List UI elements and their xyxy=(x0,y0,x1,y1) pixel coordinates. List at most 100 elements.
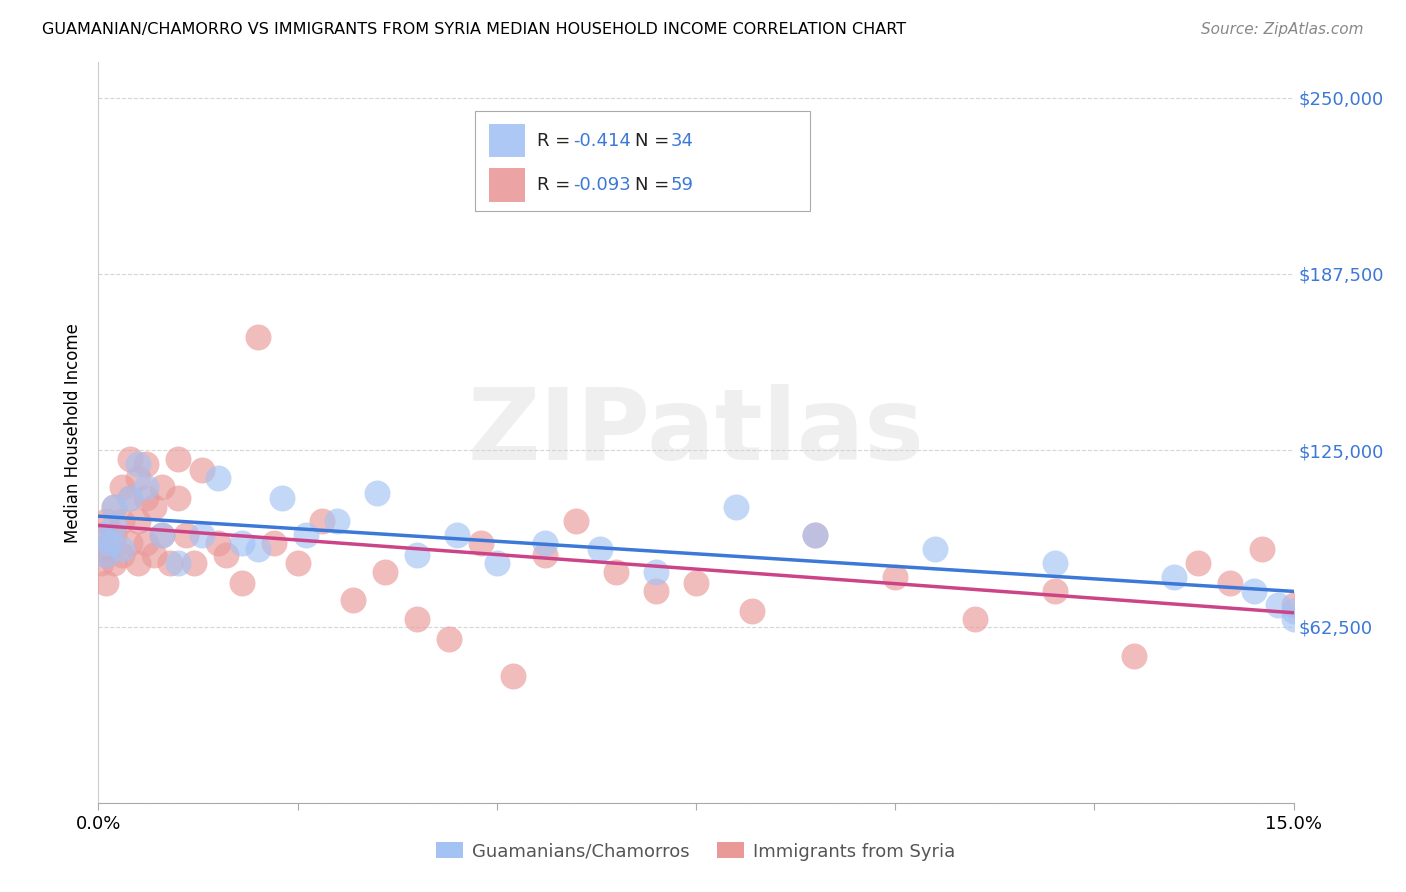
Text: -0.414: -0.414 xyxy=(572,132,631,150)
Point xyxy=(103,500,125,514)
Point xyxy=(135,491,157,506)
Point xyxy=(207,471,229,485)
Point xyxy=(342,592,364,607)
Point xyxy=(159,556,181,570)
Text: R =: R = xyxy=(537,177,576,194)
Point xyxy=(150,480,173,494)
Text: GUAMANIAN/CHAMORRO VS IMMIGRANTS FROM SYRIA MEDIAN HOUSEHOLD INCOME CORRELATION : GUAMANIAN/CHAMORRO VS IMMIGRANTS FROM SY… xyxy=(42,22,907,37)
Point xyxy=(533,548,555,562)
Point xyxy=(111,480,134,494)
Point xyxy=(645,584,668,599)
Point xyxy=(231,575,253,590)
Point xyxy=(207,536,229,550)
Point xyxy=(91,528,114,542)
Text: ZIPatlas: ZIPatlas xyxy=(468,384,924,481)
Point xyxy=(120,536,142,550)
Point xyxy=(589,541,612,556)
Point xyxy=(191,463,214,477)
Point xyxy=(645,565,668,579)
Text: R =: R = xyxy=(537,132,576,150)
Point xyxy=(167,556,190,570)
Point xyxy=(1243,584,1265,599)
Point xyxy=(91,528,114,542)
FancyBboxPatch shape xyxy=(489,169,524,202)
Text: 34: 34 xyxy=(671,132,695,150)
Point xyxy=(924,541,946,556)
Point xyxy=(98,536,122,550)
Point xyxy=(174,528,197,542)
Point xyxy=(1282,599,1305,613)
Point xyxy=(685,575,707,590)
Point xyxy=(963,612,986,626)
Point xyxy=(470,536,492,550)
Point xyxy=(96,548,118,562)
Point xyxy=(120,491,142,506)
Point xyxy=(103,500,125,514)
Point xyxy=(366,485,388,500)
Point xyxy=(183,556,205,570)
Point xyxy=(502,669,524,683)
Point xyxy=(96,514,118,528)
Point xyxy=(1267,599,1289,613)
Point xyxy=(1043,584,1066,599)
Point xyxy=(143,500,166,514)
Point xyxy=(605,565,627,579)
Point xyxy=(406,548,429,562)
Point xyxy=(1043,556,1066,570)
Point xyxy=(446,528,468,542)
Point xyxy=(96,575,118,590)
Point xyxy=(89,541,111,556)
Point xyxy=(150,528,173,542)
Point xyxy=(103,556,125,570)
Point xyxy=(111,541,134,556)
Point xyxy=(724,500,747,514)
Point xyxy=(804,528,827,542)
Point xyxy=(270,491,292,506)
Point xyxy=(135,480,157,494)
Point xyxy=(1163,570,1185,584)
Point xyxy=(120,491,142,506)
Point xyxy=(127,556,149,570)
Point xyxy=(287,556,309,570)
Point xyxy=(191,528,214,542)
Point xyxy=(263,536,285,550)
Point xyxy=(150,528,173,542)
Point xyxy=(374,565,396,579)
Text: 59: 59 xyxy=(671,177,695,194)
Point xyxy=(533,536,555,550)
Point xyxy=(884,570,907,584)
Point xyxy=(103,519,125,533)
Point xyxy=(246,541,269,556)
Point xyxy=(1187,556,1209,570)
Point xyxy=(406,612,429,626)
Point xyxy=(311,514,333,528)
Point xyxy=(231,536,253,550)
Point xyxy=(565,514,588,528)
Point xyxy=(135,458,157,472)
FancyBboxPatch shape xyxy=(475,111,810,211)
Point xyxy=(167,451,190,466)
Point xyxy=(127,471,149,485)
Point xyxy=(90,556,112,570)
Point xyxy=(1123,649,1146,664)
Text: -0.093: -0.093 xyxy=(572,177,631,194)
Point xyxy=(1282,604,1305,618)
Text: Source: ZipAtlas.com: Source: ZipAtlas.com xyxy=(1201,22,1364,37)
Point xyxy=(167,491,190,506)
Point xyxy=(120,451,142,466)
Point xyxy=(1282,612,1305,626)
Point xyxy=(326,514,349,528)
Point xyxy=(485,556,508,570)
Point xyxy=(437,632,460,647)
Y-axis label: Median Household Income: Median Household Income xyxy=(65,323,83,542)
Point xyxy=(804,528,827,542)
Point xyxy=(103,528,125,542)
Point xyxy=(1250,541,1272,556)
Point xyxy=(111,548,134,562)
Point xyxy=(143,548,166,562)
Text: N =: N = xyxy=(636,177,675,194)
Point xyxy=(741,604,763,618)
Point xyxy=(96,548,118,562)
Point xyxy=(246,330,269,344)
FancyBboxPatch shape xyxy=(489,124,524,157)
